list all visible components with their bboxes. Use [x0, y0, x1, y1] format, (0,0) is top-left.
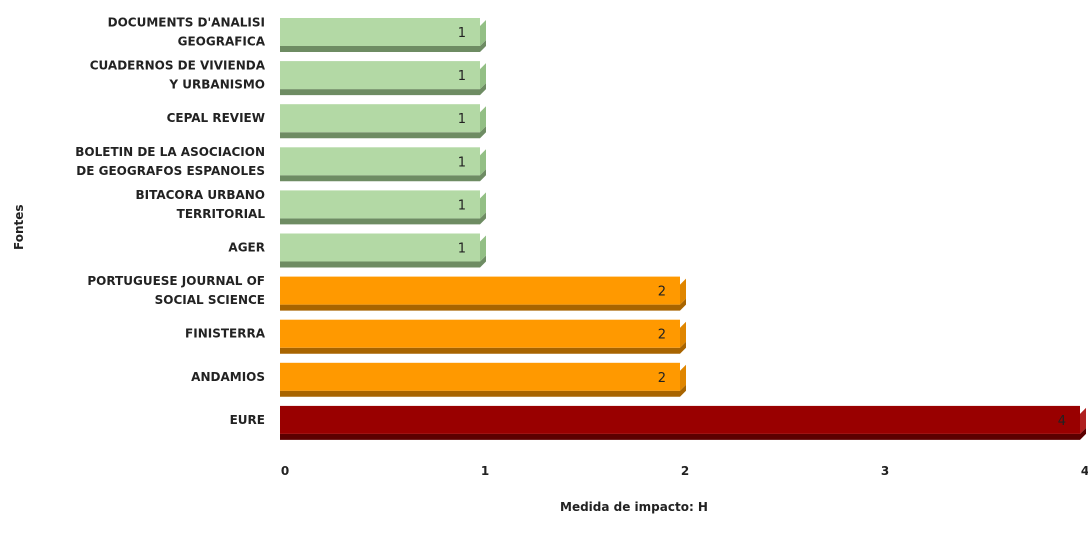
bar-side — [1080, 407, 1086, 434]
bar-value-label: 2 — [658, 371, 666, 386]
bar — [280, 147, 480, 176]
bar-side — [480, 149, 486, 176]
category-label: BOLETIN DE LA ASOCIACION — [75, 145, 265, 159]
category-label: DOCUMENTS D'ANALISI — [108, 16, 265, 30]
bar — [280, 276, 680, 305]
bar-value-label: 1 — [458, 242, 466, 257]
category-label: BITACORA URBANO — [135, 188, 265, 202]
category-label: DE GEOGRAFOS ESPANOLES — [76, 164, 265, 178]
bar — [280, 18, 480, 46]
bar-value-label: 1 — [458, 112, 466, 127]
x-tick-label: 2 — [681, 464, 689, 478]
bar — [280, 190, 480, 219]
category-label: CEPAL REVIEW — [167, 111, 265, 125]
bar-value-label: 1 — [458, 155, 466, 170]
category-label: ANDAMIOS — [191, 370, 265, 384]
category-label: GEOGRAFICA — [178, 35, 266, 49]
bar-value-label: 1 — [458, 26, 466, 41]
bar — [280, 405, 1080, 434]
bar-side — [680, 364, 686, 391]
category-label: PORTUGUESE JOURNAL OF — [87, 274, 265, 288]
bar-side — [480, 20, 486, 46]
x-axis-title: Medida de impacto: H — [560, 500, 708, 514]
bar — [280, 362, 680, 391]
category-label: AGER — [228, 241, 265, 255]
bar-side — [480, 63, 486, 90]
bar — [280, 319, 680, 348]
bar — [280, 233, 480, 262]
x-tick-label: 1 — [481, 464, 489, 478]
bar-value-label: 1 — [458, 198, 466, 213]
category-label: EURE — [230, 413, 265, 427]
bar-side — [680, 321, 686, 348]
category-label: CUADERNOS DE VIVIENDA — [90, 59, 266, 73]
x-tick-label: 3 — [881, 464, 889, 478]
bar-side — [680, 278, 686, 305]
bar-side — [480, 192, 486, 219]
bar-value-label: 2 — [658, 285, 666, 300]
bar-value-label: 4 — [1058, 414, 1066, 429]
y-axis-title: Fontes — [12, 204, 26, 250]
bar-side — [480, 106, 486, 133]
x-tick-label: 4 — [1081, 464, 1088, 478]
bar-side — [480, 235, 486, 262]
category-label: TERRITORIAL — [177, 207, 266, 221]
category-label: SOCIAL SCIENCE — [155, 293, 265, 307]
x-tick-label: 0 — [281, 464, 289, 478]
category-label: FINISTERRA — [185, 327, 266, 341]
bar — [280, 104, 480, 133]
bar-value-label: 2 — [658, 328, 666, 343]
bar-value-label: 1 — [458, 69, 466, 84]
category-label: Y URBANISMO — [168, 78, 265, 92]
bar — [280, 61, 480, 90]
